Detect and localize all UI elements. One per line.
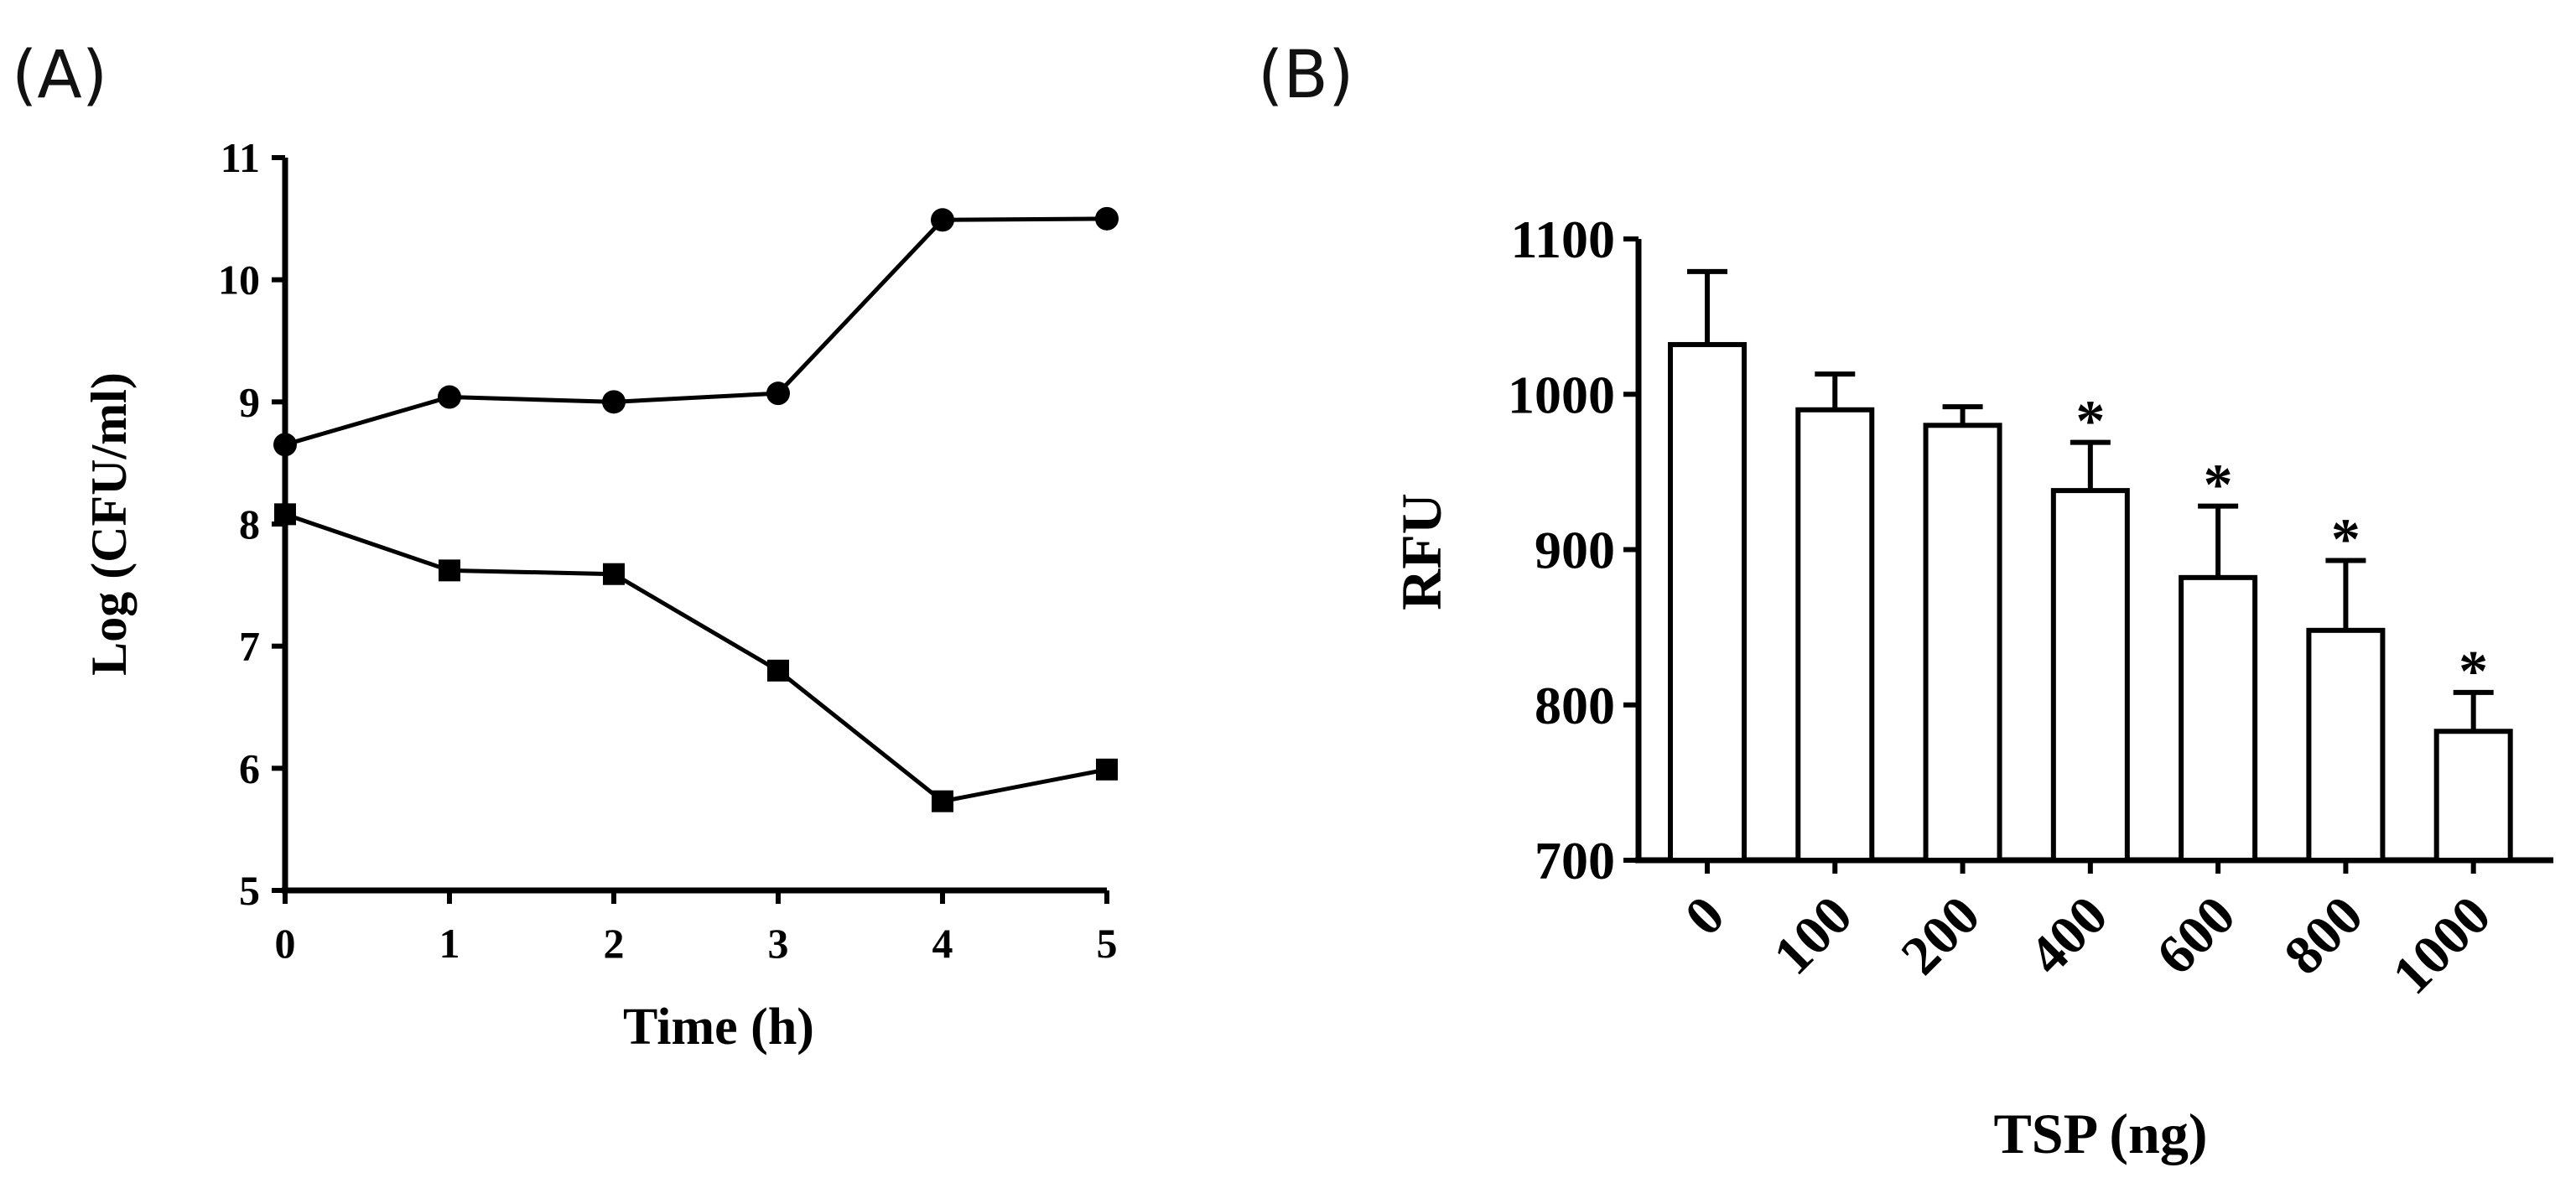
panel-a-x-tick-label: 4: [932, 920, 953, 967]
panel-a-x-tick-label: 1: [439, 920, 460, 967]
panel-a-data-point: [767, 659, 789, 682]
panel-b-y-tick-label: 900: [1535, 521, 1615, 580]
panel-a-series-square: [274, 503, 1118, 812]
panel-a-data-point: [438, 385, 461, 409]
panel-b-x-tick-label: 200: [1890, 885, 1992, 987]
panel-b-bar: [1668, 341, 1747, 864]
panel-a-y-tick-label: 11: [221, 134, 260, 181]
panel-b-bar-group: *: [2306, 507, 2386, 864]
panel-a-y-tick-label: 9: [239, 378, 260, 425]
panel-a-data-point: [273, 433, 297, 457]
panel-b-x-axis-title: TSP (ng): [1993, 1102, 2207, 1165]
panel-a-data-point: [1095, 206, 1119, 231]
panel-b-bar: [2179, 574, 2258, 863]
panel-a-y-tick-label: 6: [239, 745, 260, 791]
panel-a-data-point: [274, 503, 296, 526]
panel-b-bar-group: *: [2433, 640, 2513, 863]
panel-a-data-point: [603, 563, 625, 585]
panel-b-significance-star: *: [2331, 507, 2360, 572]
panel-b-bar: [2433, 729, 2513, 863]
panel-a-data-point: [766, 381, 790, 406]
panel-a-line-chart: (A) 5 6 7 8 9 10 11 0 1 2 3 4 5 Time (h) Log (CFU/m…: [12, 38, 1119, 1056]
panel-a-x-ticks: 0 1 2 3 4 5: [275, 890, 1118, 967]
panel-a-data-point: [932, 790, 953, 812]
panel-b-bar: [2306, 627, 2386, 864]
panel-a-y-tick-label: 7: [239, 623, 260, 670]
panel-a-x-axis-title: Time (h): [623, 999, 814, 1056]
panel-b-bar-group: [1923, 404, 2002, 863]
panel-a-data-point: [1096, 758, 1118, 781]
panel-a-x-tick-label: 2: [604, 920, 625, 967]
panel-b-bars: * * * *: [1668, 268, 2513, 864]
panel-b-x-tick-label: 100: [1762, 885, 1864, 987]
panel-a-series: [273, 206, 1119, 812]
panel-b-x-tick-label: 0: [1674, 885, 1737, 947]
panel-b-x-ticks: 0 100 200 400 600 800 1000: [1674, 860, 2502, 1006]
panel-b-y-tick-label: 1100: [1511, 210, 1615, 269]
panel-a-y-ticks: 5 6 7 8 9 10 11: [218, 134, 285, 914]
panel-b-bar-group: *: [2179, 454, 2258, 863]
panel-b-significance-star: *: [2204, 454, 2233, 518]
panel-b-x-tick-label: 600: [2145, 885, 2247, 987]
panel-a-data-point: [931, 208, 954, 232]
panel-b-y-tick-label: 1000: [1508, 365, 1615, 424]
panel-b-significance-star: *: [2459, 640, 2488, 704]
panel-a-data-point: [602, 390, 626, 414]
panel-a-y-tick-label: 8: [239, 501, 260, 547]
panel-b-x-tick-label: 400: [2018, 885, 2120, 987]
panel-b-bar: [2050, 488, 2130, 863]
panel-a-label: (A): [12, 38, 107, 113]
panel-a-x-tick-label: 0: [275, 920, 296, 967]
panel-b-bar-group: [1795, 371, 1875, 863]
panel-b-bar-chart: (B) 700 800 900 1000 1100 * * * * 0 100 200 400 600…: [1258, 38, 2553, 1165]
panel-b-y-tick-label: 800: [1535, 676, 1615, 735]
panel-b-y-tick-label: 700: [1535, 831, 1615, 890]
panel-b-x-tick-label: 800: [2272, 885, 2375, 987]
panel-b-bar-group: [1668, 268, 1747, 864]
panel-b-bar: [1923, 423, 2002, 863]
panel-b-bar: [1795, 407, 1875, 863]
panel-a-x-tick-label: 5: [1097, 920, 1118, 967]
panel-a-y-tick-label: 5: [239, 867, 260, 914]
panel-b-y-axis-title: RFU: [1389, 493, 1453, 610]
panel-a-series-line: [284, 511, 1108, 804]
panel-a-y-tick-label: 10: [218, 257, 260, 304]
panel-a-y-axis-title: Log (CFU/ml): [81, 372, 137, 676]
panel-b-x-tick-label: 1000: [2381, 885, 2502, 1006]
panel-a-x-tick-label: 3: [768, 920, 789, 967]
panel-a-data-point: [439, 559, 460, 582]
panel-b-label: (B): [1258, 38, 1353, 113]
panel-b-y-ticks: 700 800 900 1000 1100: [1508, 210, 1639, 890]
panel-a-series-line: [284, 216, 1108, 447]
panel-a-series-circle: [273, 206, 1119, 457]
panel-b-significance-star: *: [2075, 390, 2105, 454]
panel-b-bar-group: *: [2050, 390, 2130, 863]
